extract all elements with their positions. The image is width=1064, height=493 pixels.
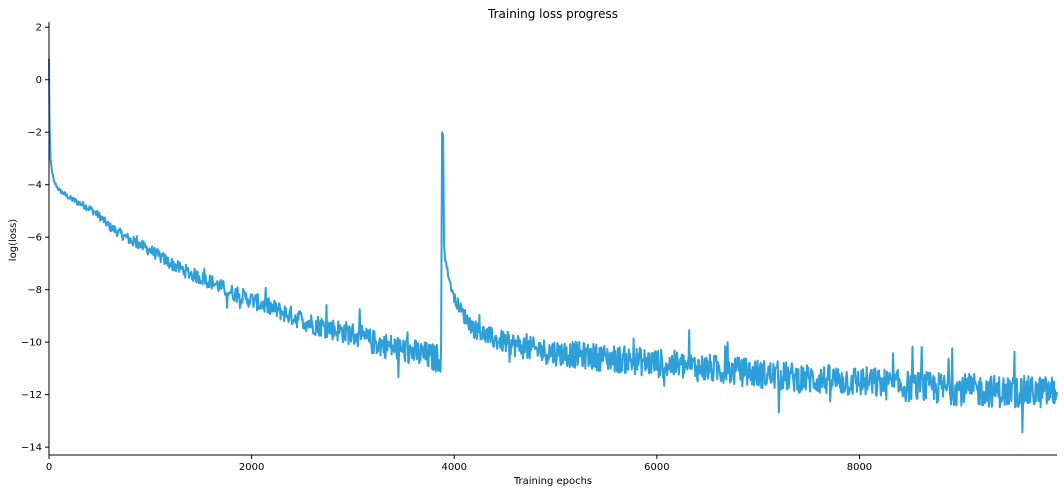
- y-tick-label: −6: [27, 233, 42, 244]
- x-tick-label: 2000: [239, 462, 264, 473]
- x-axis-title: Training epochs: [513, 476, 592, 487]
- x-tick-label: 6000: [644, 462, 669, 473]
- y-tick-label: −4: [27, 180, 42, 191]
- y-tick-label: 0: [36, 75, 42, 86]
- x-axis-ticks: 0 2000 4000 6000 8000: [46, 455, 872, 473]
- y-tick-label: −14: [21, 443, 42, 454]
- chart-title: Training loss progress: [487, 7, 618, 21]
- y-tick-label: −8: [27, 285, 42, 296]
- x-tick-label: 0: [46, 462, 52, 473]
- x-tick-label: 4000: [441, 462, 466, 473]
- plot-area: [48, 58, 1058, 434]
- series-line-log-loss: [48, 58, 1058, 434]
- y-axis-title: log(loss): [8, 219, 19, 261]
- y-tick-label: 2: [36, 23, 42, 34]
- y-axis-ticks: 2 0 −2 −4 −6 −8 −10 −12 −14: [21, 23, 49, 454]
- y-tick-label: −2: [27, 128, 42, 139]
- x-tick-label: 8000: [847, 462, 872, 473]
- y-tick-label: −12: [21, 390, 42, 401]
- y-tick-label: −10: [21, 338, 42, 349]
